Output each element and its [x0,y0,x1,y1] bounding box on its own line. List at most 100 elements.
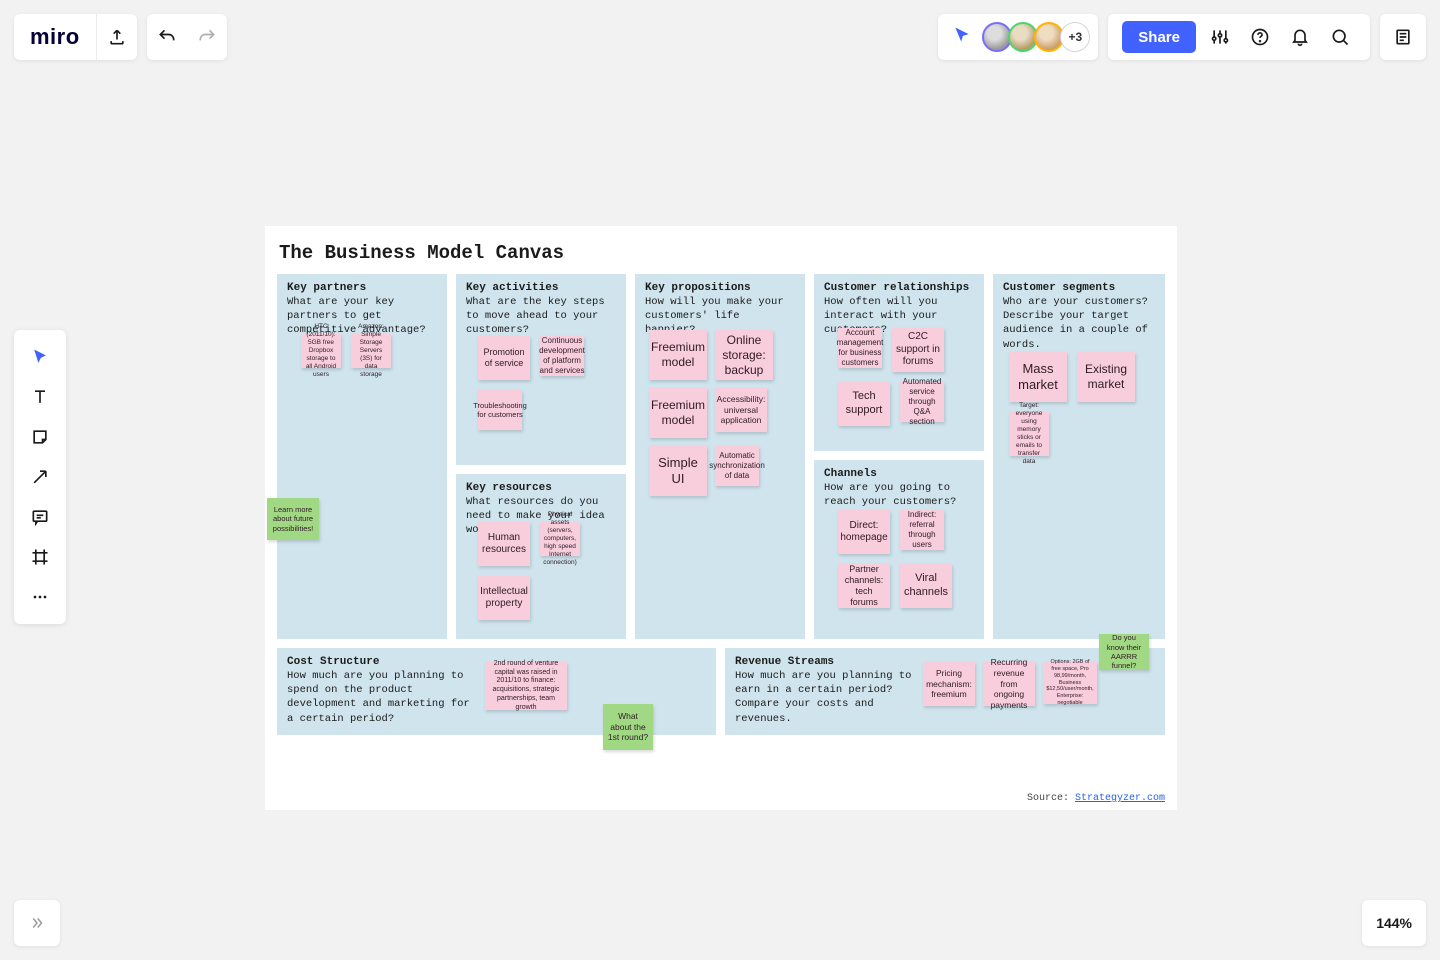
share-button[interactable]: Share [1122,21,1196,53]
sticky-note-green[interactable]: Do you know their AARRR funnel? [1099,634,1149,670]
present-button[interactable] [938,25,982,50]
undo-button[interactable] [147,14,187,60]
sticky-note[interactable]: Intellectual property [478,576,530,620]
arrow-icon [30,467,50,487]
block-relationships[interactable]: Customer relationships How often will yo… [814,274,984,451]
notes-panel-button[interactable] [1380,14,1426,60]
sticky-note[interactable]: Freemium model [649,330,707,380]
comment-tool[interactable] [21,498,59,536]
sticky-tool[interactable] [21,418,59,456]
bell-icon [1290,27,1310,47]
text-tool[interactable] [21,378,59,416]
sticky-note[interactable]: Partner channels: tech forums [838,564,890,608]
collab-group: +3 [938,14,1098,60]
canvas-title: The Business Model Canvas [279,242,1165,264]
sticky-note[interactable]: Indirect: referral through users [900,510,944,550]
sticky-note-green[interactable]: What about the 1st round? [603,704,653,750]
sticky-note[interactable]: Direct: homepage [838,510,890,554]
block-channels[interactable]: Channels How are you going to reach your… [814,460,984,639]
sticky-note[interactable]: Physical assets (servers, computers, hig… [540,522,580,556]
block-title: Key propositions [645,282,795,294]
sticky-note[interactable]: Troubleshooting for customers [478,390,522,430]
source-line: Source: Strategyzer.com [1027,793,1165,804]
sticky-note[interactable]: 2nd round of venture capital was raised … [485,662,567,710]
block-title: Channels [824,468,974,480]
sticky-note[interactable]: Freemium model [649,388,707,438]
avatars[interactable]: +3 [982,22,1098,52]
help-button[interactable] [1240,14,1280,60]
bmc-grid: Key partners What are your key partners … [277,274,1165,788]
history-group [147,14,227,60]
block-subtitle: How are you going to reach your customer… [824,481,974,509]
block-title: Key partners [287,282,437,294]
arrow-tool[interactable] [21,458,59,496]
sticky-note[interactable]: C2C support in forums [892,328,944,372]
pointer-icon [30,347,50,367]
sticky-note[interactable]: Automatic synchronization of data [715,446,759,486]
export-button[interactable] [97,14,137,60]
avatar-overflow[interactable]: +3 [1060,22,1090,52]
expand-panel-button[interactable] [14,900,60,946]
sticky-note[interactable]: Account management for business customer… [838,328,882,368]
notifications-button[interactable] [1280,14,1320,60]
block-title: Customer relationships [824,282,974,294]
block-title: Customer segments [1003,282,1155,294]
sticky-note[interactable]: HTC (2011/10): 5GB free Dropbox storage … [301,334,341,368]
chevrons-right-icon [28,914,46,932]
upload-icon [107,27,127,47]
sticky-note[interactable]: Pricing mechanism: freemium [923,662,975,706]
more-tools[interactable] [21,578,59,616]
text-icon [30,387,50,407]
sticky-note[interactable]: Options: 2GB of free space, Pro 98,99/mo… [1043,662,1097,704]
zoom-level[interactable]: 144% [1362,900,1426,946]
sticky-note[interactable]: Tech support [838,382,890,426]
sliders-icon [1210,27,1230,47]
block-subtitle: How much are you planning to earn in a c… [735,669,925,726]
undo-icon [157,27,177,47]
search-icon [1330,27,1350,47]
tool-dock [14,330,66,624]
select-tool[interactable] [21,338,59,376]
help-icon [1250,27,1270,47]
sticky-note[interactable]: Target: everyone using memory sticks or … [1009,412,1049,456]
block-subtitle: What are the key steps to move ahead to … [466,295,616,338]
search-button[interactable] [1320,14,1360,60]
cursor-play-icon [952,25,972,45]
sticky-note[interactable]: Promotion of service [478,336,530,380]
block-activities[interactable]: Key activities What are the key steps to… [456,274,626,465]
sticky-note[interactable]: Amazon: Simple Storage Servers (3S) for … [351,334,391,368]
source-link[interactable]: Strategyzer.com [1075,793,1165,804]
canvas-frame[interactable]: The Business Model Canvas Key partners W… [265,226,1177,810]
board-actions: Share [1108,14,1370,60]
logo-group: miro [14,14,137,60]
block-subtitle: Who are your customers? Describe your ta… [1003,295,1155,352]
notes-icon [1393,27,1413,47]
source-label: Source: [1027,793,1075,804]
sticky-note[interactable]: Viral channels [900,564,952,608]
sticky-note[interactable]: Accessibility: universal application [715,388,767,432]
sticky-note[interactable]: Recurring revenue from ongoing payments [983,662,1035,706]
redo-button[interactable] [187,14,227,60]
sticky-note[interactable]: Mass market [1009,352,1067,402]
redo-icon [197,27,217,47]
sticky-note[interactable]: Existing market [1077,352,1135,402]
block-propositions[interactable]: Key propositions How will you make your … [635,274,805,639]
block-subtitle: How much are you planning to spend on th… [287,669,477,726]
block-resources[interactable]: Key resources What resources do you need… [456,474,626,639]
sticky-note[interactable]: Continuous development of platform and s… [540,336,584,376]
miro-logo[interactable]: miro [14,14,97,60]
sticky-icon [30,427,50,447]
settings-button[interactable] [1200,14,1240,60]
block-partners[interactable]: Key partners What are your key partners … [277,274,447,639]
more-icon [30,587,50,607]
frame-icon [30,547,50,567]
comment-icon [30,507,50,527]
block-title: Key activities [466,282,616,294]
sticky-note[interactable]: Automated service through Q&A section [900,382,944,422]
sticky-note[interactable]: Simple UI [649,446,707,496]
sticky-note[interactable]: Online storage: backup [715,330,773,380]
frame-tool[interactable] [21,538,59,576]
sticky-note-green[interactable]: Learn more about future possibilities! [267,498,319,540]
block-segments[interactable]: Customer segments Who are your customers… [993,274,1165,639]
sticky-note[interactable]: Human resources [478,522,530,566]
